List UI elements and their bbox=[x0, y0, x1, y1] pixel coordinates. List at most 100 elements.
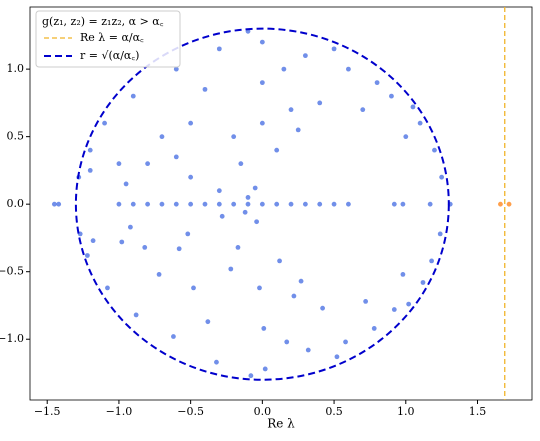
point bbox=[185, 231, 191, 237]
point bbox=[302, 53, 308, 59]
point bbox=[291, 293, 297, 299]
point bbox=[105, 285, 110, 291]
x-axis-label: Re λ bbox=[267, 417, 295, 431]
point bbox=[274, 201, 280, 207]
point bbox=[245, 201, 251, 207]
point bbox=[406, 301, 412, 307]
point bbox=[252, 185, 258, 191]
point bbox=[123, 181, 129, 187]
point bbox=[191, 285, 196, 291]
point bbox=[242, 209, 248, 215]
point bbox=[317, 201, 323, 207]
point bbox=[331, 201, 337, 207]
point bbox=[277, 258, 282, 264]
point bbox=[259, 80, 265, 86]
point bbox=[400, 272, 406, 277]
y-tick-label: 0.0 bbox=[7, 197, 25, 210]
point bbox=[389, 93, 394, 99]
point bbox=[173, 154, 179, 160]
point bbox=[295, 127, 301, 133]
legend-box bbox=[35, 10, 181, 68]
point bbox=[400, 201, 406, 207]
x-tick-label: −0.5 bbox=[177, 405, 204, 418]
point bbox=[188, 174, 194, 180]
point bbox=[142, 244, 148, 250]
plot-frame bbox=[29, 6, 533, 401]
point bbox=[188, 120, 194, 126]
legend-label: r = √(α/α꜀) bbox=[80, 49, 139, 62]
point bbox=[420, 280, 426, 285]
point bbox=[257, 285, 262, 291]
point bbox=[259, 39, 265, 45]
point bbox=[87, 147, 93, 153]
x-tick-label: −1.0 bbox=[106, 405, 133, 418]
point bbox=[391, 307, 397, 312]
point bbox=[432, 147, 437, 153]
y-tick-label: 0.5 bbox=[7, 130, 25, 143]
point bbox=[56, 201, 62, 207]
point bbox=[298, 278, 304, 284]
point bbox=[346, 66, 351, 72]
point bbox=[371, 326, 377, 331]
point bbox=[288, 107, 294, 113]
point bbox=[216, 46, 222, 52]
point bbox=[320, 305, 325, 311]
legend-title: g(z₁, z₂) = z₁z₂, α > α꜀ bbox=[42, 15, 164, 28]
point bbox=[228, 266, 234, 272]
point bbox=[417, 120, 423, 126]
point bbox=[410, 104, 416, 110]
point bbox=[259, 120, 265, 126]
point bbox=[506, 201, 512, 207]
point bbox=[274, 147, 280, 153]
point bbox=[281, 66, 287, 72]
point bbox=[216, 188, 222, 194]
point bbox=[84, 253, 90, 258]
point bbox=[145, 161, 151, 167]
point bbox=[288, 201, 294, 207]
point bbox=[346, 201, 351, 207]
point bbox=[173, 66, 179, 72]
point bbox=[202, 86, 208, 92]
point bbox=[437, 231, 443, 237]
point bbox=[343, 339, 348, 345]
point bbox=[231, 134, 237, 140]
x-tick-label: 0.5 bbox=[325, 405, 343, 418]
x-tick-label: 1.5 bbox=[469, 405, 487, 418]
point bbox=[176, 246, 182, 252]
point bbox=[403, 134, 409, 140]
point bbox=[127, 224, 133, 230]
point bbox=[302, 201, 308, 207]
point bbox=[205, 319, 211, 325]
point bbox=[259, 201, 265, 207]
legend-label: Re λ = α/α꜀ bbox=[80, 31, 144, 44]
point bbox=[305, 347, 311, 353]
point bbox=[317, 100, 323, 106]
point bbox=[360, 107, 366, 113]
y-tick-label: 1.0 bbox=[7, 62, 25, 75]
point bbox=[130, 93, 136, 99]
point bbox=[235, 244, 241, 250]
point bbox=[102, 120, 107, 126]
y-tick-label: −0.5 bbox=[0, 265, 24, 278]
point bbox=[116, 161, 122, 167]
point bbox=[159, 201, 165, 207]
point bbox=[130, 201, 136, 207]
point bbox=[363, 299, 369, 304]
point bbox=[238, 161, 244, 167]
point bbox=[248, 373, 254, 379]
point bbox=[119, 239, 125, 245]
point bbox=[173, 201, 179, 207]
point bbox=[51, 201, 57, 207]
point bbox=[214, 359, 219, 365]
point bbox=[188, 201, 194, 207]
y-tick-label: −1.0 bbox=[0, 332, 24, 345]
point bbox=[156, 272, 162, 277]
point bbox=[219, 213, 225, 219]
point bbox=[90, 238, 96, 244]
point bbox=[334, 354, 340, 360]
point bbox=[439, 174, 445, 180]
point bbox=[261, 326, 267, 331]
point bbox=[145, 201, 151, 207]
x-tick-label: 0.0 bbox=[254, 405, 272, 418]
